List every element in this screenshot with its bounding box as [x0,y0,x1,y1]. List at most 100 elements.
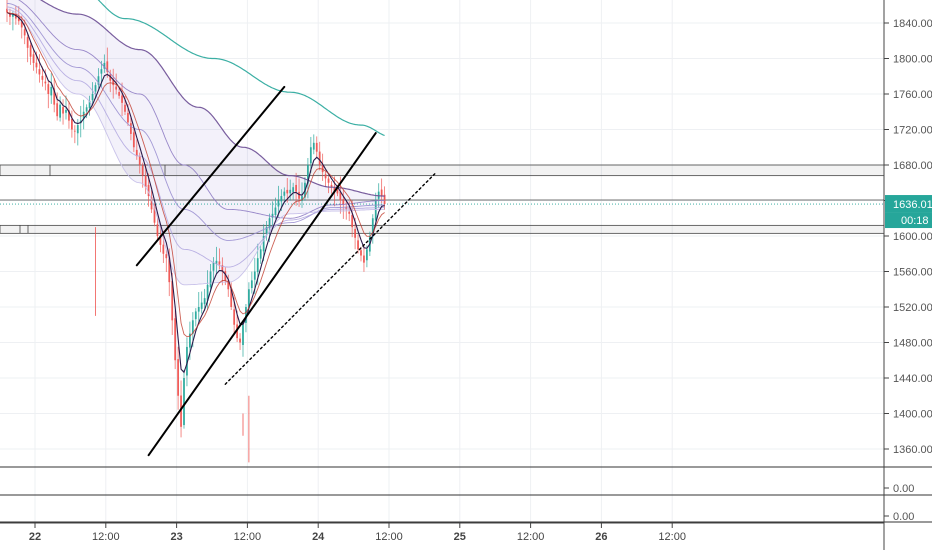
candle-body [363,255,365,263]
moving-average-line [18,0,385,219]
candle-body [165,254,168,259]
candle-body [124,104,126,112]
candle-body [186,346,188,376]
candle-body [215,260,218,264]
candle-body [41,75,44,80]
candle-body [132,132,135,148]
channel-upper-trendline [135,85,286,267]
candle-body [112,79,115,86]
candle-body [268,218,271,229]
candle-body [301,196,303,201]
grid-lines [0,0,884,522]
price-tick-label: 1800.00 [893,54,932,66]
candle-body [233,309,236,325]
indicator-value-label: 0.00 [893,483,914,495]
candle-body [35,62,38,68]
candle-body [242,324,244,345]
candle-body [100,69,103,74]
candle-body [200,302,203,309]
candle-body [130,123,132,134]
candle-body [68,110,70,121]
candle-body [298,191,300,199]
time-tick-label: 26 [595,531,607,543]
candle-body [47,84,50,94]
candle-body [141,165,144,176]
candle-body [221,265,224,272]
candle-body [209,271,212,288]
candle-body [224,271,227,281]
candle-body [194,311,197,320]
candle-body [177,359,179,396]
candle-body [318,151,321,165]
candle-body [315,142,318,152]
dotted-trendline [224,173,436,385]
candle-body [250,280,253,289]
candle-body [348,211,351,214]
time-tick-label: 24 [312,531,325,543]
price-tick-label: 1560.00 [893,267,932,279]
price-tick-label: 1360.00 [893,444,932,456]
candle-body [103,62,106,69]
candle-body [91,94,94,101]
countdown-badge [885,212,932,229]
indicator-value-label: 0.00 [893,511,914,523]
candle-body [333,187,336,192]
price-tick-label: 1680.00 [893,160,932,172]
candle-body [354,229,356,238]
candle-body [383,194,386,205]
candle-body [289,189,292,194]
candle-body [307,165,309,184]
candle-body [94,85,97,92]
candle-body [265,227,268,234]
time-tick-label: 25 [454,531,466,543]
candle-body [203,298,206,305]
horizontal-levels [0,164,932,523]
candle-body [256,258,259,273]
candle-body [23,29,26,36]
candle-body [351,214,354,228]
time-tick-label: 12:00 [92,531,120,543]
time-tick-label: 12:00 [517,531,545,543]
candle-body [230,289,233,307]
candle-body [321,164,324,173]
candle-body [50,86,53,96]
candle-body [327,178,330,183]
candle-body [212,262,215,271]
price-axis[interactable]: 1840.001800.001760.001720.001680.001640.… [883,0,932,550]
candle-body [144,175,147,188]
candle-body [135,149,138,157]
candle-body [156,224,159,236]
candle-body [71,118,73,130]
candle-body [342,199,345,205]
candle-body [59,104,61,118]
ma-ribbon-fill [7,0,385,285]
moving-average-line [39,0,385,197]
countdown-label: 00:18 [901,215,929,227]
candle-body [88,101,91,109]
candle-body [38,69,41,75]
candle-body [271,213,274,218]
candle-body [6,8,8,13]
candle-body [324,174,327,179]
candle-body [153,207,156,223]
candle-body [218,261,221,265]
candle-body [248,289,250,309]
candle-body [191,320,194,334]
candle-body [197,307,200,312]
candle-body [65,109,67,113]
price-tick-label: 1520.00 [893,302,932,314]
time-tick-label: 22 [29,531,41,543]
time-tick-label: 12:00 [658,531,686,543]
fast-ema-line [6,11,385,374]
candle-body [283,191,286,196]
candle-body [380,189,383,197]
time-axis[interactable]: 22 12:00 23 12:00 24 12:00 25 12:00 26 12:00 [0,522,884,543]
moving-average-line [97,0,385,137]
trendlines [135,85,436,457]
candle-body [118,92,120,96]
candle-body [62,107,64,114]
candle-body [183,378,185,426]
candle-body [371,218,374,237]
